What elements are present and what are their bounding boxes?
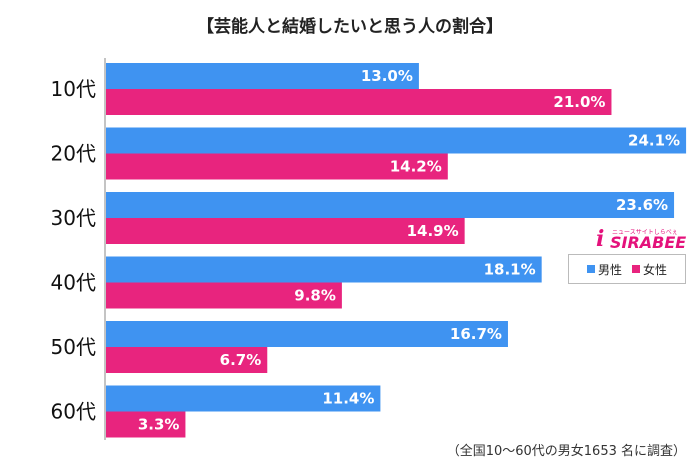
survey-footnote: （全国10～60代の男女1653 名に調査）: [446, 444, 686, 459]
legend-item-male: 男性: [586, 261, 622, 278]
bar-male: [106, 127, 687, 154]
data-label: 3.3%: [138, 416, 180, 434]
data-label: 18.1%: [484, 261, 536, 279]
chart-title: 【芸能人と結婚したいと思う人の割合】: [197, 17, 503, 37]
logo-subtext: ニュースサイトしらべぇ: [612, 229, 678, 236]
logo-text: SIRABEE: [610, 233, 687, 252]
category-label: 50代: [51, 335, 96, 359]
category-label: 10代: [51, 77, 96, 101]
data-label: 21.0%: [553, 93, 605, 111]
bar-male: [106, 256, 542, 283]
data-label: 14.9%: [407, 222, 459, 240]
bar-female: [106, 218, 465, 244]
bar-female: [106, 411, 186, 438]
category-label: 20代: [51, 142, 96, 166]
data-label: 14.2%: [390, 158, 442, 176]
category-label: 30代: [51, 206, 96, 230]
legend-swatch-female: [632, 265, 640, 273]
sirabee-logo: i ニュースサイトしらべぇ SIRABEE: [596, 226, 687, 252]
data-label: 24.1%: [628, 132, 680, 150]
bar-female: [106, 282, 342, 309]
legend-swatch-male: [586, 265, 595, 273]
bar-female: [106, 89, 612, 115]
data-label: 9.8%: [294, 287, 336, 305]
bar-female: [106, 153, 448, 180]
logo-mark-icon: i: [596, 226, 605, 252]
legend-label-male: 男性: [597, 262, 622, 277]
data-label: 23.6%: [616, 196, 668, 214]
bar-female: [106, 347, 268, 373]
data-label: 13.0%: [361, 67, 413, 85]
data-label: 6.7%: [220, 351, 262, 369]
bar-male: [106, 63, 419, 89]
legend-item-female: 女性: [632, 261, 667, 278]
category-label: 40代: [51, 271, 96, 295]
bars-group: 10代 13.0% 21.0% 20代 24.1% 14.2% 30代 23.6% 14.9% 4…: [51, 63, 687, 438]
bar-male: [106, 192, 675, 218]
data-label: 16.7%: [450, 325, 502, 343]
legend: 男性 女性: [568, 254, 686, 284]
legend-label-female: 女性: [643, 262, 668, 277]
bar-male: [106, 385, 381, 412]
bar-male: [106, 321, 508, 347]
data-label: 11.4%: [322, 390, 374, 408]
category-label: 60代: [51, 400, 96, 424]
